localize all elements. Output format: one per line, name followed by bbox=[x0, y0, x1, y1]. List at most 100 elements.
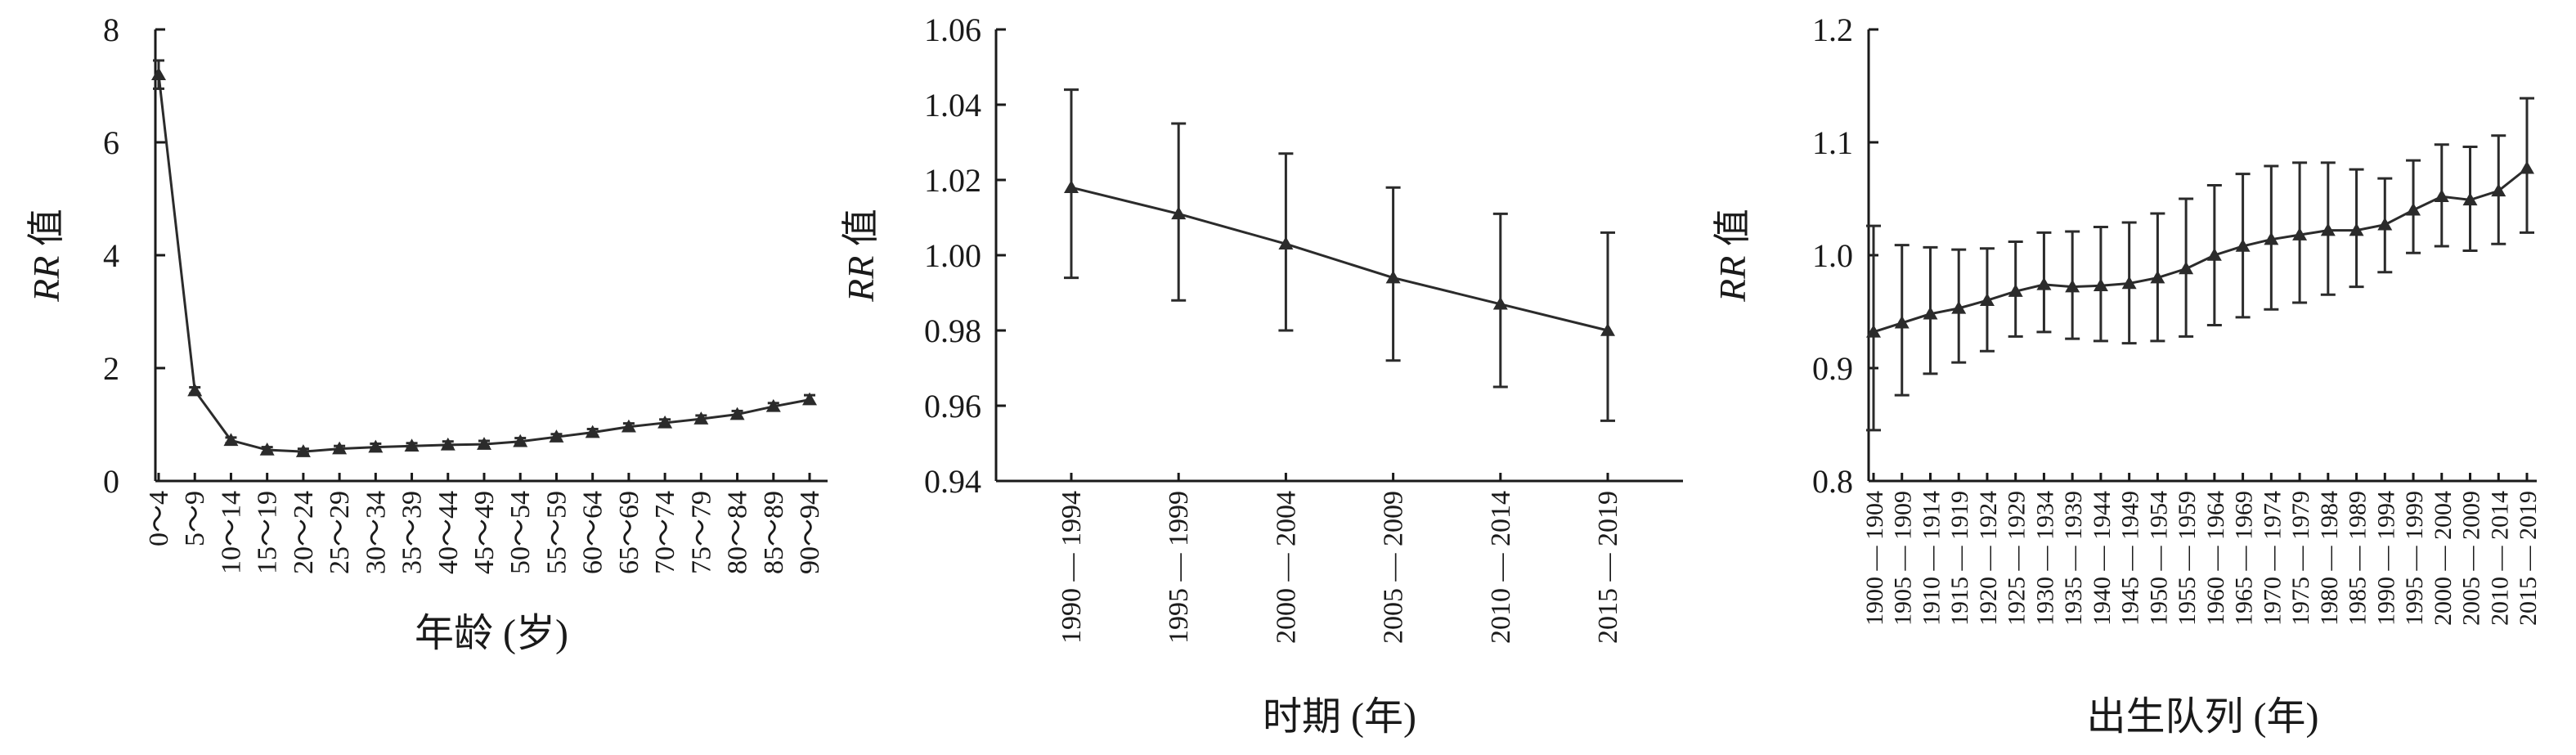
chart-panel-1: 0 2 4 6 8 RR 值 0～4 5～9 10～14 15～19 20～24 25～29 30～34… bbox=[25, 11, 828, 655]
data-point-marker bbox=[2121, 276, 2137, 290]
x-tick-label: 1965 — 1969 bbox=[2231, 491, 2258, 626]
y-tick-label: 0.8 bbox=[1812, 463, 1853, 500]
x-tick-label: 1985 — 1989 bbox=[2345, 491, 2372, 626]
data-point-marker bbox=[2320, 222, 2336, 236]
data-point-marker bbox=[2434, 189, 2449, 202]
data-point-marker bbox=[1064, 180, 1079, 193]
x-tick-label: 1995 — 1999 bbox=[2401, 491, 2428, 626]
y-axis-label: RR 值 bbox=[1712, 209, 1753, 303]
y-tick-label: 0 bbox=[103, 463, 119, 500]
x-tick-label: 35～39 bbox=[397, 491, 428, 574]
data-point-marker bbox=[2264, 231, 2279, 245]
y-axis-label-italic: RR bbox=[25, 256, 67, 303]
y-tick-label: 2 bbox=[103, 350, 119, 387]
x-tick-label: 1920 — 1924 bbox=[1975, 491, 2002, 626]
x-tick-label: 2010 — 2014 bbox=[1486, 491, 1516, 644]
data-point-marker bbox=[2462, 192, 2478, 206]
data-point-marker bbox=[1923, 306, 1938, 320]
data-point-marker bbox=[187, 383, 203, 397]
x-tick-label: 30～34 bbox=[361, 491, 391, 574]
x-tick-label: 2000 — 2004 bbox=[2430, 491, 2457, 626]
data-point-marker bbox=[657, 415, 673, 429]
data-point-marker bbox=[1278, 236, 1294, 249]
data-point-marker bbox=[1866, 324, 1881, 338]
data-point-marker bbox=[693, 411, 709, 425]
x-tick-label: 1975 — 1979 bbox=[2287, 491, 2314, 626]
x-tick-label: 1990 — 1994 bbox=[1057, 491, 1087, 644]
data-point-marker bbox=[295, 444, 311, 457]
y-axis-label: RR 值 bbox=[25, 209, 67, 303]
x-tick-label: 1935 — 1939 bbox=[2060, 491, 2087, 626]
y-tick-label: 1.1 bbox=[1812, 124, 1853, 161]
y-tick-label: 8 bbox=[103, 11, 119, 48]
y-tick-label: 4 bbox=[103, 237, 119, 274]
data-point-marker bbox=[802, 392, 817, 406]
data-point-marker bbox=[2206, 248, 2222, 261]
x-tick-label: 40～44 bbox=[433, 491, 464, 574]
data-point-marker bbox=[1171, 206, 1187, 220]
series-line bbox=[1070, 186, 1609, 332]
x-tick-label: 1950 — 1954 bbox=[2145, 491, 2172, 626]
x-tick-label: 45～49 bbox=[469, 491, 500, 574]
y-tick-label: 1.0 bbox=[1812, 237, 1853, 274]
data-point-marker bbox=[477, 437, 491, 450]
series-line bbox=[1873, 167, 2528, 334]
data-point-marker bbox=[404, 438, 420, 452]
data-point-marker bbox=[765, 398, 781, 412]
data-point-marker bbox=[729, 407, 745, 420]
data-point-marker bbox=[2292, 227, 2308, 240]
data-point-marker bbox=[1492, 296, 1508, 310]
data-point-marker bbox=[1385, 270, 1401, 284]
x-tick-label: 50～54 bbox=[505, 491, 536, 574]
data-point-marker bbox=[1979, 293, 1995, 306]
data-point-marker bbox=[621, 419, 636, 433]
x-tick-label: 1980 — 1984 bbox=[2316, 491, 2343, 626]
x-tick-label: 85～89 bbox=[759, 491, 789, 574]
x-tick-label: 2000 — 2004 bbox=[1271, 491, 1301, 644]
data-point-marker bbox=[259, 443, 275, 456]
x-tick-label: 1910 — 1914 bbox=[1918, 491, 1945, 626]
x-tick-label: 60～64 bbox=[578, 491, 608, 574]
x-tick-label: 75～79 bbox=[686, 491, 716, 574]
y-axis-label-italic: RR bbox=[1712, 256, 1753, 303]
x-tick-label: 0～4 bbox=[144, 491, 174, 546]
x-tick-label: 2005 — 2009 bbox=[2458, 491, 2485, 626]
data-point-marker bbox=[2008, 284, 2023, 297]
data-point-marker bbox=[2179, 261, 2194, 275]
x-tick-label: 20～24 bbox=[289, 491, 319, 574]
y-tick-label: 0.94 bbox=[924, 463, 981, 500]
y-axis-label-rest: 值 bbox=[840, 209, 882, 256]
x-tick-label: 5～9 bbox=[180, 491, 210, 546]
data-point-marker bbox=[2235, 238, 2251, 252]
data-point-marker bbox=[1600, 323, 1615, 336]
y-axis-label-rest: 值 bbox=[25, 209, 67, 256]
x-tick-label: 65～69 bbox=[614, 491, 644, 574]
chart-panel-3: 0.8 0.9 1.0 1.1 1.2 RR 值 1900 — 1904 1905 — 190… bbox=[1712, 11, 2542, 739]
x-tick-label: 55～59 bbox=[541, 491, 572, 574]
x-tick-label: 25～29 bbox=[325, 491, 355, 574]
data-point-marker bbox=[2065, 279, 2080, 293]
x-tick-label: 1915 — 1919 bbox=[1946, 491, 1973, 626]
y-axis-label: RR 值 bbox=[840, 209, 882, 303]
x-tick-label: 70～74 bbox=[650, 491, 680, 574]
x-tick-label: 2010 — 2014 bbox=[2486, 491, 2513, 626]
data-point-marker bbox=[151, 67, 166, 80]
data-point-marker bbox=[585, 425, 600, 438]
data-point-marker bbox=[549, 429, 564, 443]
x-tick-label: 80～84 bbox=[723, 491, 753, 574]
x-axis-label: 年龄 (岁) bbox=[415, 612, 568, 655]
x-tick-label: 1900 — 1904 bbox=[1861, 491, 1888, 626]
data-point-marker bbox=[368, 439, 384, 453]
data-point-marker bbox=[440, 437, 456, 451]
data-point-marker bbox=[2036, 276, 2052, 290]
y-axis-label-italic: RR bbox=[840, 256, 882, 303]
data-point-marker bbox=[1951, 300, 1967, 314]
x-tick-label: 2015 — 2019 bbox=[2515, 491, 2542, 626]
data-point-marker bbox=[2377, 217, 2393, 231]
data-point-marker bbox=[2349, 222, 2364, 236]
data-point-marker bbox=[1894, 315, 1910, 329]
y-tick-label: 1.00 bbox=[924, 237, 981, 274]
x-tick-label: 1995 — 1999 bbox=[1164, 491, 1194, 644]
y-tick-label: 1.02 bbox=[924, 162, 981, 199]
